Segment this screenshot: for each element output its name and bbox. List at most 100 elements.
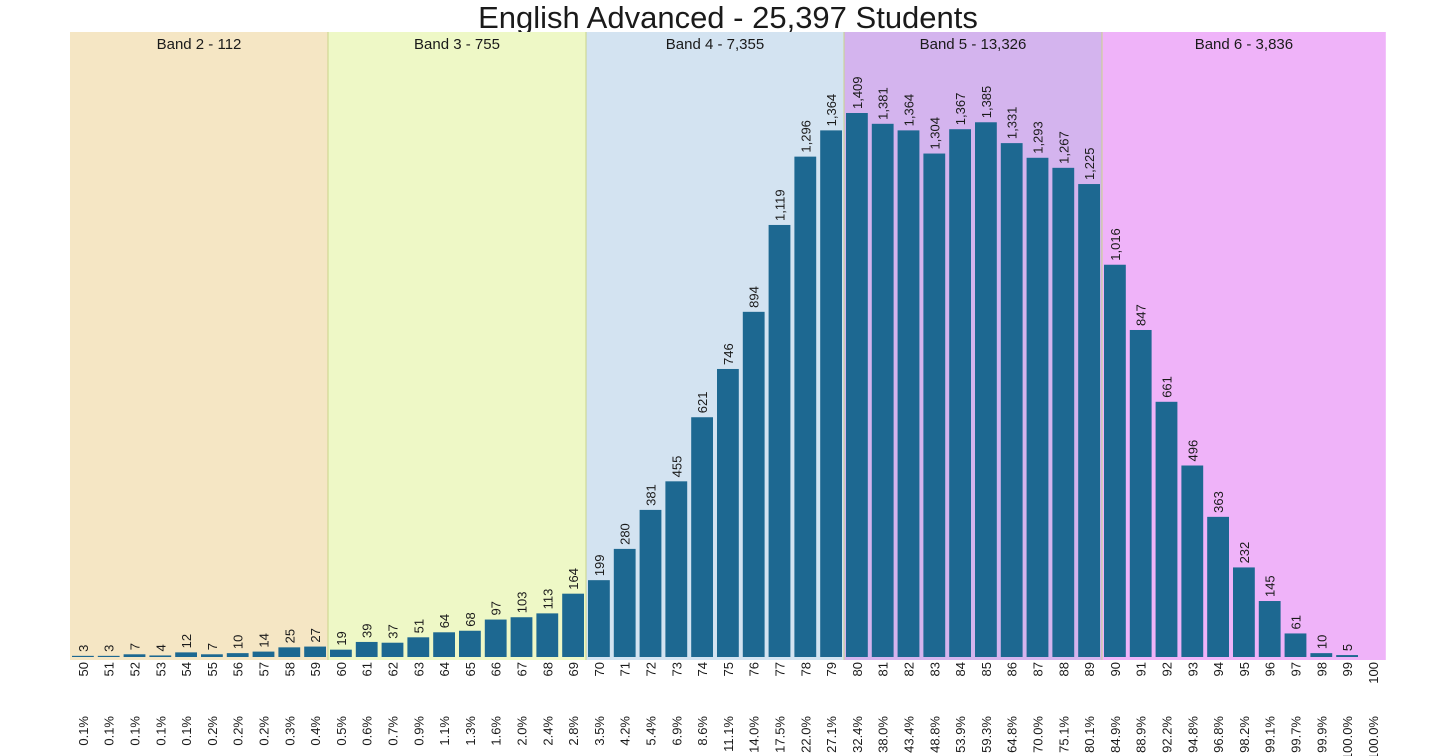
cumulative-percent-label: 17.5% [773,716,788,753]
x-tick-label: 86 [1005,662,1020,676]
x-tick-label: 60 [334,662,349,676]
bar [923,153,946,658]
bar-value-label: 68 [463,612,478,626]
x-tick-label: 56 [231,662,246,676]
x-tick-label: 93 [1185,662,1200,676]
band-label: Band 3 - 755 [414,36,500,53]
cumulative-percent-label: 99.7% [1289,716,1304,753]
bar-value-label: 280 [618,523,633,545]
x-tick-label: 79 [824,662,839,676]
x-tick-label: 52 [128,662,143,676]
x-tick-label: 82 [902,662,917,676]
cumulative-percent-label: 64.8% [1005,716,1020,753]
cumulative-percent-label: 98.2% [1237,716,1252,753]
bar [562,593,584,657]
band-label: Band 5 - 13,326 [920,36,1027,53]
x-tick-label: 51 [102,662,117,676]
bar [846,113,868,657]
bar [278,647,301,657]
cumulative-percent-label: 22.0% [798,716,813,753]
cumulative-percent-label: 3.5% [592,716,607,746]
cumulative-percent-label: 43.4% [902,716,917,753]
bar-value-label: 381 [644,484,659,506]
x-tick-label: 72 [644,662,659,676]
x-tick-label: 54 [179,662,194,676]
bar [484,619,507,657]
x-tick-label: 99 [1340,662,1355,676]
x-tick-label: 74 [695,662,710,676]
cumulative-percent-label: 5.4% [644,716,659,746]
cumulative-percent-label: 38.0% [876,716,891,753]
cumulative-percent-label: 27.1% [824,716,839,753]
bar [975,122,997,658]
x-tick-label: 89 [1082,662,1097,676]
cumulative-percent-label: 53.9% [953,716,968,753]
bar [201,654,223,657]
bar-value-label: 39 [360,623,375,637]
x-tick-label: 67 [515,662,530,676]
cumulative-percent-label: 0.1% [179,716,194,746]
bar-value-label: 1,385 [979,86,994,119]
x-tick-label: 95 [1237,662,1252,676]
bar [613,548,636,657]
bar-value-label: 12 [179,634,194,648]
bar-value-label: 1,293 [1031,121,1046,154]
bar [897,130,920,657]
x-tick-label: 83 [927,662,942,676]
bar [691,417,713,657]
bar [72,655,94,657]
x-tick-label: 96 [1263,662,1278,676]
cumulative-percent-label: 14.0% [747,716,762,753]
bar-value-label: 10 [231,635,246,649]
cumulative-percent-label: 0.3% [282,716,297,746]
bar [1233,567,1255,657]
cumulative-percent-label: 0.6% [360,716,375,746]
x-tick-label: 50 [76,662,91,676]
bar [97,655,120,657]
bar [252,651,275,657]
x-tick-label: 88 [1056,662,1071,676]
bar [871,123,894,658]
bar-value-label: 37 [386,624,401,638]
x-tick-label: 71 [618,662,633,676]
x-tick-label: 92 [1160,662,1175,676]
cumulative-percent-label: 0.1% [153,716,168,746]
x-tick-label: 84 [953,662,968,676]
cumulative-percent-label: 100.0% [1366,716,1381,756]
bar [742,311,765,657]
bar-value-label: 10 [1314,635,1329,649]
bar-value-label: 847 [1134,304,1149,326]
bar-value-label: 4 [153,644,168,651]
band-label: Band 2 - 112 [157,36,242,53]
bar [639,509,662,657]
cumulative-percent-label: 0.2% [205,716,220,746]
bar [330,649,352,657]
bar-value-label: 496 [1185,440,1200,462]
bar-value-label: 1,016 [1108,228,1123,261]
bar [1284,633,1307,657]
bar [175,652,197,657]
bar-value-label: 19 [334,631,349,645]
x-tick-label: 65 [463,662,478,676]
bar [510,617,533,657]
x-tick-label: 78 [798,662,813,676]
bar-value-label: 199 [592,554,607,576]
cumulative-percent-label: 75.1% [1056,716,1071,753]
x-tick-label: 75 [721,662,736,676]
band-region [70,32,328,660]
x-tick-label: 76 [747,662,762,676]
cumulative-percent-label: 0.9% [411,716,426,746]
cumulative-percent-label: 32.4% [850,716,865,753]
bar [1258,601,1281,657]
bar-value-label: 61 [1289,615,1304,629]
bar [355,641,378,657]
cumulative-percent-label: 0.7% [386,716,401,746]
cumulative-percent-label: 0.5% [334,716,349,746]
bar [1078,184,1100,657]
x-tick-label: 73 [669,662,684,676]
bar [794,156,817,657]
bar-value-label: 894 [747,286,762,308]
cumulative-percent-label: 0.1% [76,716,91,746]
bar [149,655,172,657]
bar [1052,167,1075,657]
